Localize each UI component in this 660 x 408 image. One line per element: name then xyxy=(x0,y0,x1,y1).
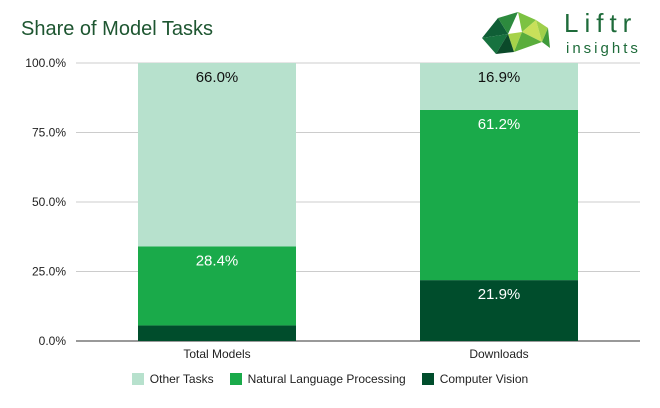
data-label: 16.9% xyxy=(478,69,521,86)
logo-sub: insights xyxy=(566,40,641,57)
data-label: 28.4% xyxy=(196,252,239,269)
liftr-insights-logo: Liftr insights xyxy=(482,8,641,57)
bar-segment xyxy=(138,63,296,247)
legend-swatch xyxy=(421,373,434,385)
x-tick-label: Total Models xyxy=(183,347,250,361)
legend-swatch xyxy=(229,373,242,385)
logo-mosaic xyxy=(482,12,550,54)
data-label: 66.0% xyxy=(196,69,239,86)
y-tick-label: 75.0% xyxy=(32,126,66,140)
y-tick-label: 0.0% xyxy=(39,334,67,348)
bar-segment xyxy=(138,325,296,341)
legend-item: Other Tasks xyxy=(131,372,214,386)
legend-swatch xyxy=(131,373,144,385)
y-tick-label: 50.0% xyxy=(32,195,66,209)
data-label: 21.9% xyxy=(478,286,521,303)
bar-segment xyxy=(138,246,296,326)
data-label: 61.2% xyxy=(478,116,521,133)
bar-segment xyxy=(420,109,578,281)
x-tick-label: Downloads xyxy=(469,347,528,361)
legend-label: Computer Vision xyxy=(439,372,529,386)
chart-title: Share of Model Tasks xyxy=(21,18,213,40)
bar-segment xyxy=(420,280,578,341)
y-tick-label: 25.0% xyxy=(32,265,66,279)
legend-label: Natural Language Processing xyxy=(247,372,406,386)
logo-word: Liftr xyxy=(564,8,637,38)
legend: Other Tasks Natural Language Processing Co… xyxy=(0,372,660,386)
bar-segment xyxy=(420,63,578,110)
legend-label: Other Tasks xyxy=(149,372,214,386)
legend-item: Computer Vision xyxy=(421,372,529,386)
legend-item: Natural Language Processing xyxy=(229,372,406,386)
y-tick-label: 100.0% xyxy=(25,56,66,70)
